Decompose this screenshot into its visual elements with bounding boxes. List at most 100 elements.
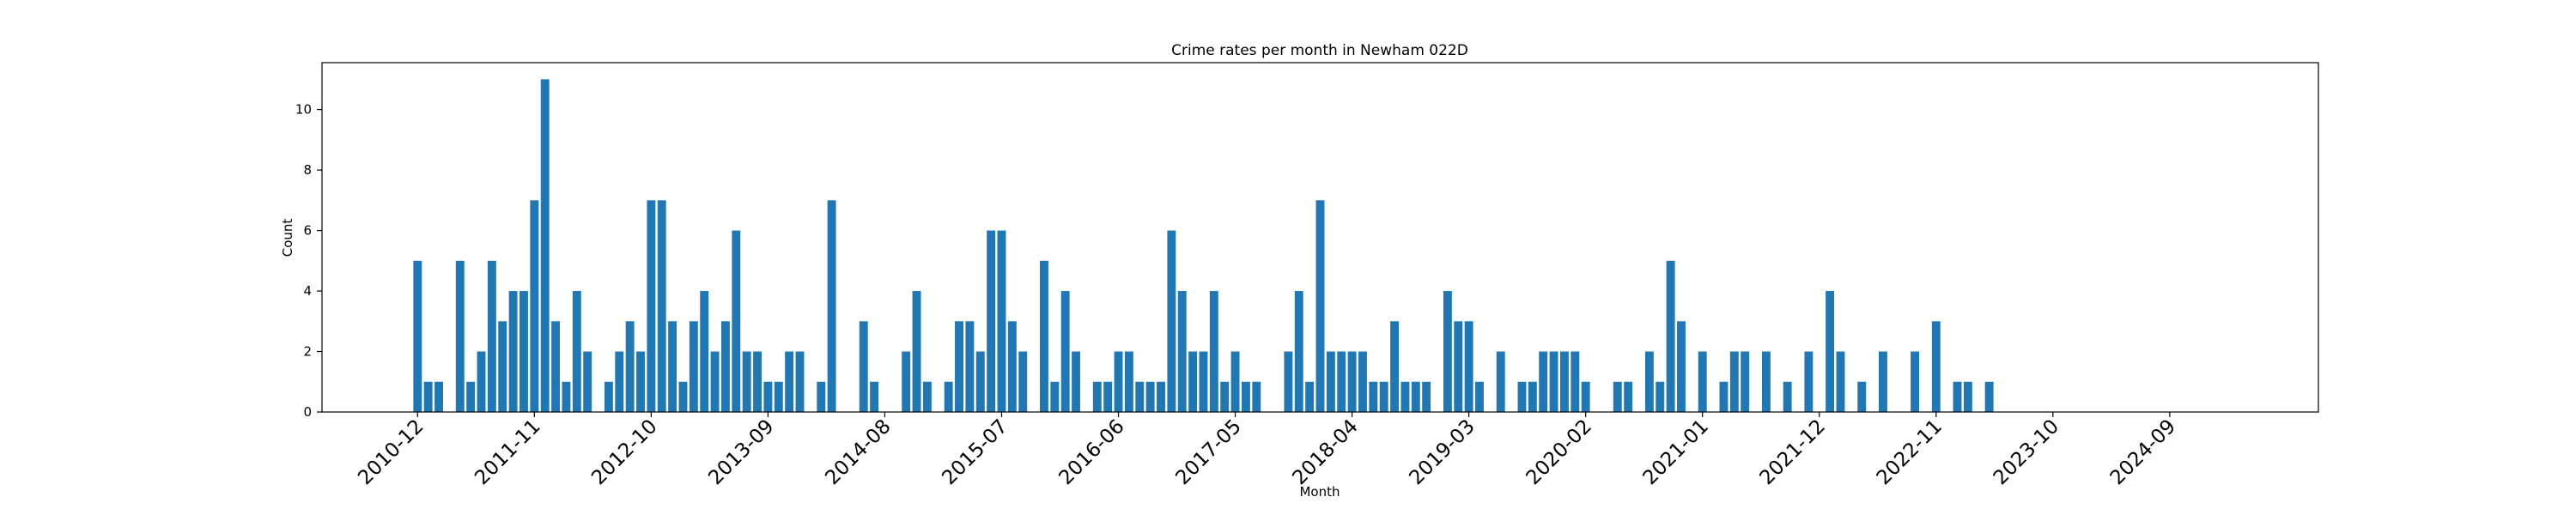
bar xyxy=(1911,351,1919,412)
bar xyxy=(1241,381,1250,412)
bar xyxy=(742,351,751,412)
bar xyxy=(625,321,635,412)
bar xyxy=(1559,351,1569,412)
bar xyxy=(710,351,720,412)
bar xyxy=(487,260,496,412)
bar xyxy=(1783,381,1792,412)
bar xyxy=(944,381,953,412)
bar xyxy=(1188,351,1198,412)
bar xyxy=(700,291,709,412)
bar xyxy=(870,381,879,412)
x-tick-label: 2015-07 xyxy=(938,415,1012,489)
bar xyxy=(1358,351,1367,412)
bar xyxy=(1741,351,1750,412)
bar xyxy=(975,351,985,412)
bar xyxy=(1571,351,1580,412)
bar xyxy=(551,321,561,412)
bar xyxy=(1836,351,1845,412)
bar xyxy=(1230,351,1240,412)
plot-frame xyxy=(321,62,2319,413)
bar xyxy=(657,200,666,412)
bar xyxy=(477,351,486,412)
x-tick-label: 2014-08 xyxy=(821,415,895,489)
bar xyxy=(572,291,581,412)
bar xyxy=(1761,351,1771,412)
bar xyxy=(1443,291,1452,412)
y-tick-label: 2 xyxy=(303,344,312,360)
bar xyxy=(1018,351,1028,412)
bar xyxy=(583,351,592,412)
bar xyxy=(1411,381,1420,412)
bar xyxy=(1114,351,1123,412)
bar xyxy=(1157,381,1165,412)
bar xyxy=(817,381,826,412)
bar xyxy=(1857,381,1867,412)
bar xyxy=(1252,381,1261,412)
x-tick-label: 2012-10 xyxy=(587,415,661,489)
bar xyxy=(1040,260,1048,412)
bar xyxy=(1984,381,1994,412)
y-tick-label: 0 xyxy=(303,404,312,420)
bar xyxy=(604,381,613,412)
bar xyxy=(1145,381,1155,412)
bar xyxy=(902,351,911,412)
bar xyxy=(1613,381,1622,412)
bar xyxy=(1050,381,1060,412)
x-tick-label: 2010-12 xyxy=(354,415,428,489)
y-tick-label: 4 xyxy=(303,283,312,299)
bar xyxy=(1496,351,1505,412)
x-tick-label: 2013-09 xyxy=(704,415,778,489)
bar xyxy=(912,291,921,412)
bar xyxy=(1284,351,1293,412)
y-axis-label: Count xyxy=(280,219,295,258)
bar xyxy=(1347,351,1357,412)
x-tick-label: 2017-05 xyxy=(1171,415,1245,489)
bar xyxy=(1220,381,1230,412)
x-tick-label: 2022-11 xyxy=(1873,415,1947,489)
bar xyxy=(774,381,783,412)
bar xyxy=(498,321,507,412)
bar xyxy=(1719,381,1728,412)
bar xyxy=(689,321,698,412)
y-tick-label: 6 xyxy=(303,223,312,239)
bar xyxy=(1475,381,1484,412)
bar xyxy=(1729,351,1739,412)
bar xyxy=(1931,321,1941,412)
bar xyxy=(1060,291,1070,412)
bar xyxy=(997,230,1006,412)
bar xyxy=(763,381,773,412)
bar xyxy=(1379,381,1388,412)
bar xyxy=(955,321,963,412)
bar xyxy=(636,351,645,412)
bar xyxy=(1135,381,1145,412)
bar xyxy=(508,291,518,412)
x-tick-label: 2021-01 xyxy=(1639,415,1713,489)
bar xyxy=(965,321,975,412)
bar xyxy=(1677,321,1686,412)
bar xyxy=(1337,351,1346,412)
bar xyxy=(1517,381,1527,412)
bar xyxy=(530,200,539,412)
bar xyxy=(1656,381,1665,412)
x-tick-label: 2021-12 xyxy=(1756,415,1830,489)
bar xyxy=(1422,381,1431,412)
bar xyxy=(413,260,422,412)
bar xyxy=(678,381,688,412)
bar xyxy=(1826,291,1835,412)
bar xyxy=(1167,230,1176,412)
bar xyxy=(795,351,805,412)
bar xyxy=(1103,381,1113,412)
bar xyxy=(1963,381,1972,412)
bar xyxy=(1326,351,1335,412)
bar xyxy=(1539,351,1548,412)
bar xyxy=(1315,200,1325,412)
bar xyxy=(647,200,656,412)
x-tick-label: 2016-06 xyxy=(1054,415,1128,489)
bar xyxy=(1528,381,1537,412)
x-tick-label: 2023-10 xyxy=(1990,415,2063,489)
bar xyxy=(1390,321,1400,412)
bar xyxy=(562,381,571,412)
y-tick-label: 8 xyxy=(303,162,312,178)
bar xyxy=(922,381,932,412)
bar xyxy=(721,321,730,412)
